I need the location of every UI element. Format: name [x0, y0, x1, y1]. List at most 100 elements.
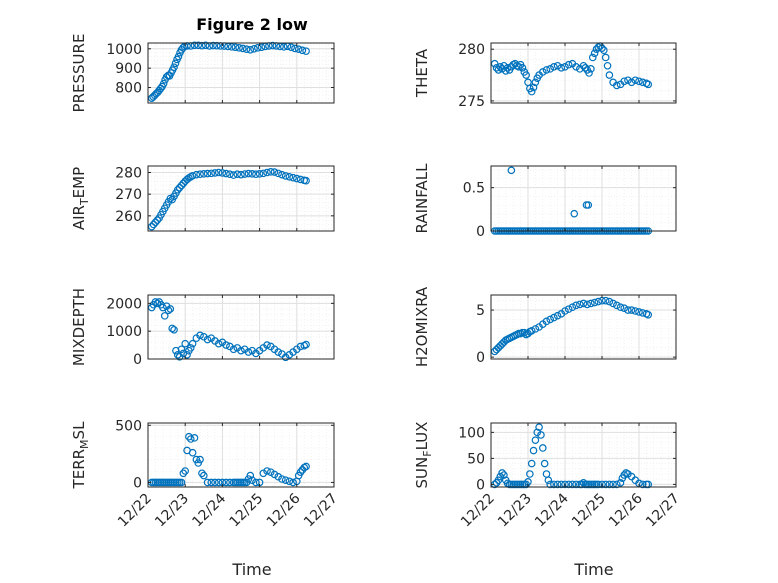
- data-point: [616, 479, 625, 487]
- data-point: [581, 64, 590, 72]
- data-point: [631, 76, 640, 85]
- data-point: [170, 325, 178, 334]
- data-point: [624, 76, 632, 85]
- data-point: [531, 78, 540, 87]
- data-point: [587, 299, 595, 308]
- y-tick-label: 900: [115, 61, 142, 77]
- subplot-2: 275 280 THETA: [413, 42, 677, 110]
- data-point: [561, 62, 569, 71]
- data-point: [252, 170, 260, 179]
- data-point: [153, 216, 162, 224]
- series-markers: [490, 423, 653, 489]
- data-point: [263, 341, 271, 349]
- data-point: [281, 172, 290, 180]
- data-point: [568, 303, 577, 312]
- y-tick-label: 260: [115, 209, 142, 225]
- data-point: [274, 472, 283, 481]
- data-point: [259, 469, 268, 478]
- data-point: [186, 344, 195, 352]
- data-point: [302, 47, 310, 55]
- data-point: [200, 170, 208, 178]
- data-point: [553, 311, 562, 320]
- data-point: [605, 480, 614, 489]
- data-point: [171, 59, 180, 68]
- data-point: [590, 49, 599, 58]
- data-point: [579, 299, 588, 308]
- data-point: [296, 468, 305, 476]
- data-point: [587, 65, 595, 73]
- data-point: [598, 480, 606, 489]
- y-tick-label: 0: [476, 350, 485, 366]
- data-point: [164, 306, 173, 315]
- data-point: [291, 44, 299, 53]
- y-tick-label: 800: [115, 81, 142, 97]
- data-point: [214, 339, 223, 348]
- x-axis-label-right: Time: [573, 560, 613, 579]
- plot-area: [491, 423, 676, 487]
- data-point: [222, 478, 230, 487]
- data-point: [188, 448, 197, 457]
- data-point: [514, 62, 523, 71]
- data-point: [531, 436, 540, 444]
- data-point: [242, 45, 251, 53]
- subplot-4: 0 0.5 RAINFALL: [413, 163, 677, 240]
- data-point: [550, 480, 558, 489]
- data-point: [529, 83, 538, 92]
- data-point: [168, 324, 176, 333]
- data-point: [620, 304, 629, 312]
- data-point: [255, 170, 264, 178]
- data-point: [537, 431, 545, 439]
- data-point: [240, 170, 249, 178]
- plot-area: [148, 43, 334, 103]
- data-point: [496, 62, 505, 71]
- plot-area: [491, 295, 676, 359]
- data-point: [214, 478, 223, 487]
- y-axis-label: PRESSURE: [70, 34, 88, 113]
- data-point: [188, 339, 197, 348]
- series-markers: [490, 296, 653, 356]
- data-point: [546, 65, 555, 73]
- data-point: [177, 181, 186, 190]
- data-point: [183, 351, 191, 359]
- y-tick-label: 5: [476, 303, 485, 319]
- data-point: [500, 61, 508, 70]
- data-point: [294, 45, 303, 53]
- data-point: [605, 71, 614, 79]
- data-point: [527, 459, 536, 468]
- data-point: [584, 201, 593, 209]
- data-point: [198, 469, 206, 478]
- data-point: [635, 308, 643, 316]
- y-axis-label: AIRTEMP: [70, 167, 91, 230]
- data-point: [270, 168, 279, 176]
- data-point: [175, 183, 184, 192]
- data-point: [644, 480, 653, 489]
- data-point: [500, 471, 508, 479]
- data-point: [603, 61, 612, 70]
- data-point: [181, 467, 190, 475]
- data-point: [237, 170, 245, 179]
- data-point: [203, 335, 212, 344]
- data-point: [257, 43, 266, 52]
- data-point: [226, 478, 234, 487]
- data-point: [244, 348, 253, 356]
- data-point: [572, 62, 580, 71]
- data-point: [503, 64, 512, 72]
- y-tick-label: 100: [458, 425, 485, 441]
- data-point: [588, 53, 597, 62]
- data-point: [529, 446, 538, 455]
- data-point: [279, 43, 288, 51]
- data-point: [540, 459, 549, 468]
- data-point: [289, 478, 297, 487]
- data-point: [218, 169, 227, 177]
- data-point: [149, 220, 158, 229]
- data-point: [179, 44, 187, 52]
- data-point: [227, 43, 236, 51]
- data-point: [211, 478, 219, 487]
- data-point: [572, 480, 580, 489]
- y-tick-label: 0.5: [463, 181, 485, 197]
- data-point: [494, 476, 503, 485]
- data-point: [185, 432, 193, 441]
- data-point: [575, 300, 584, 309]
